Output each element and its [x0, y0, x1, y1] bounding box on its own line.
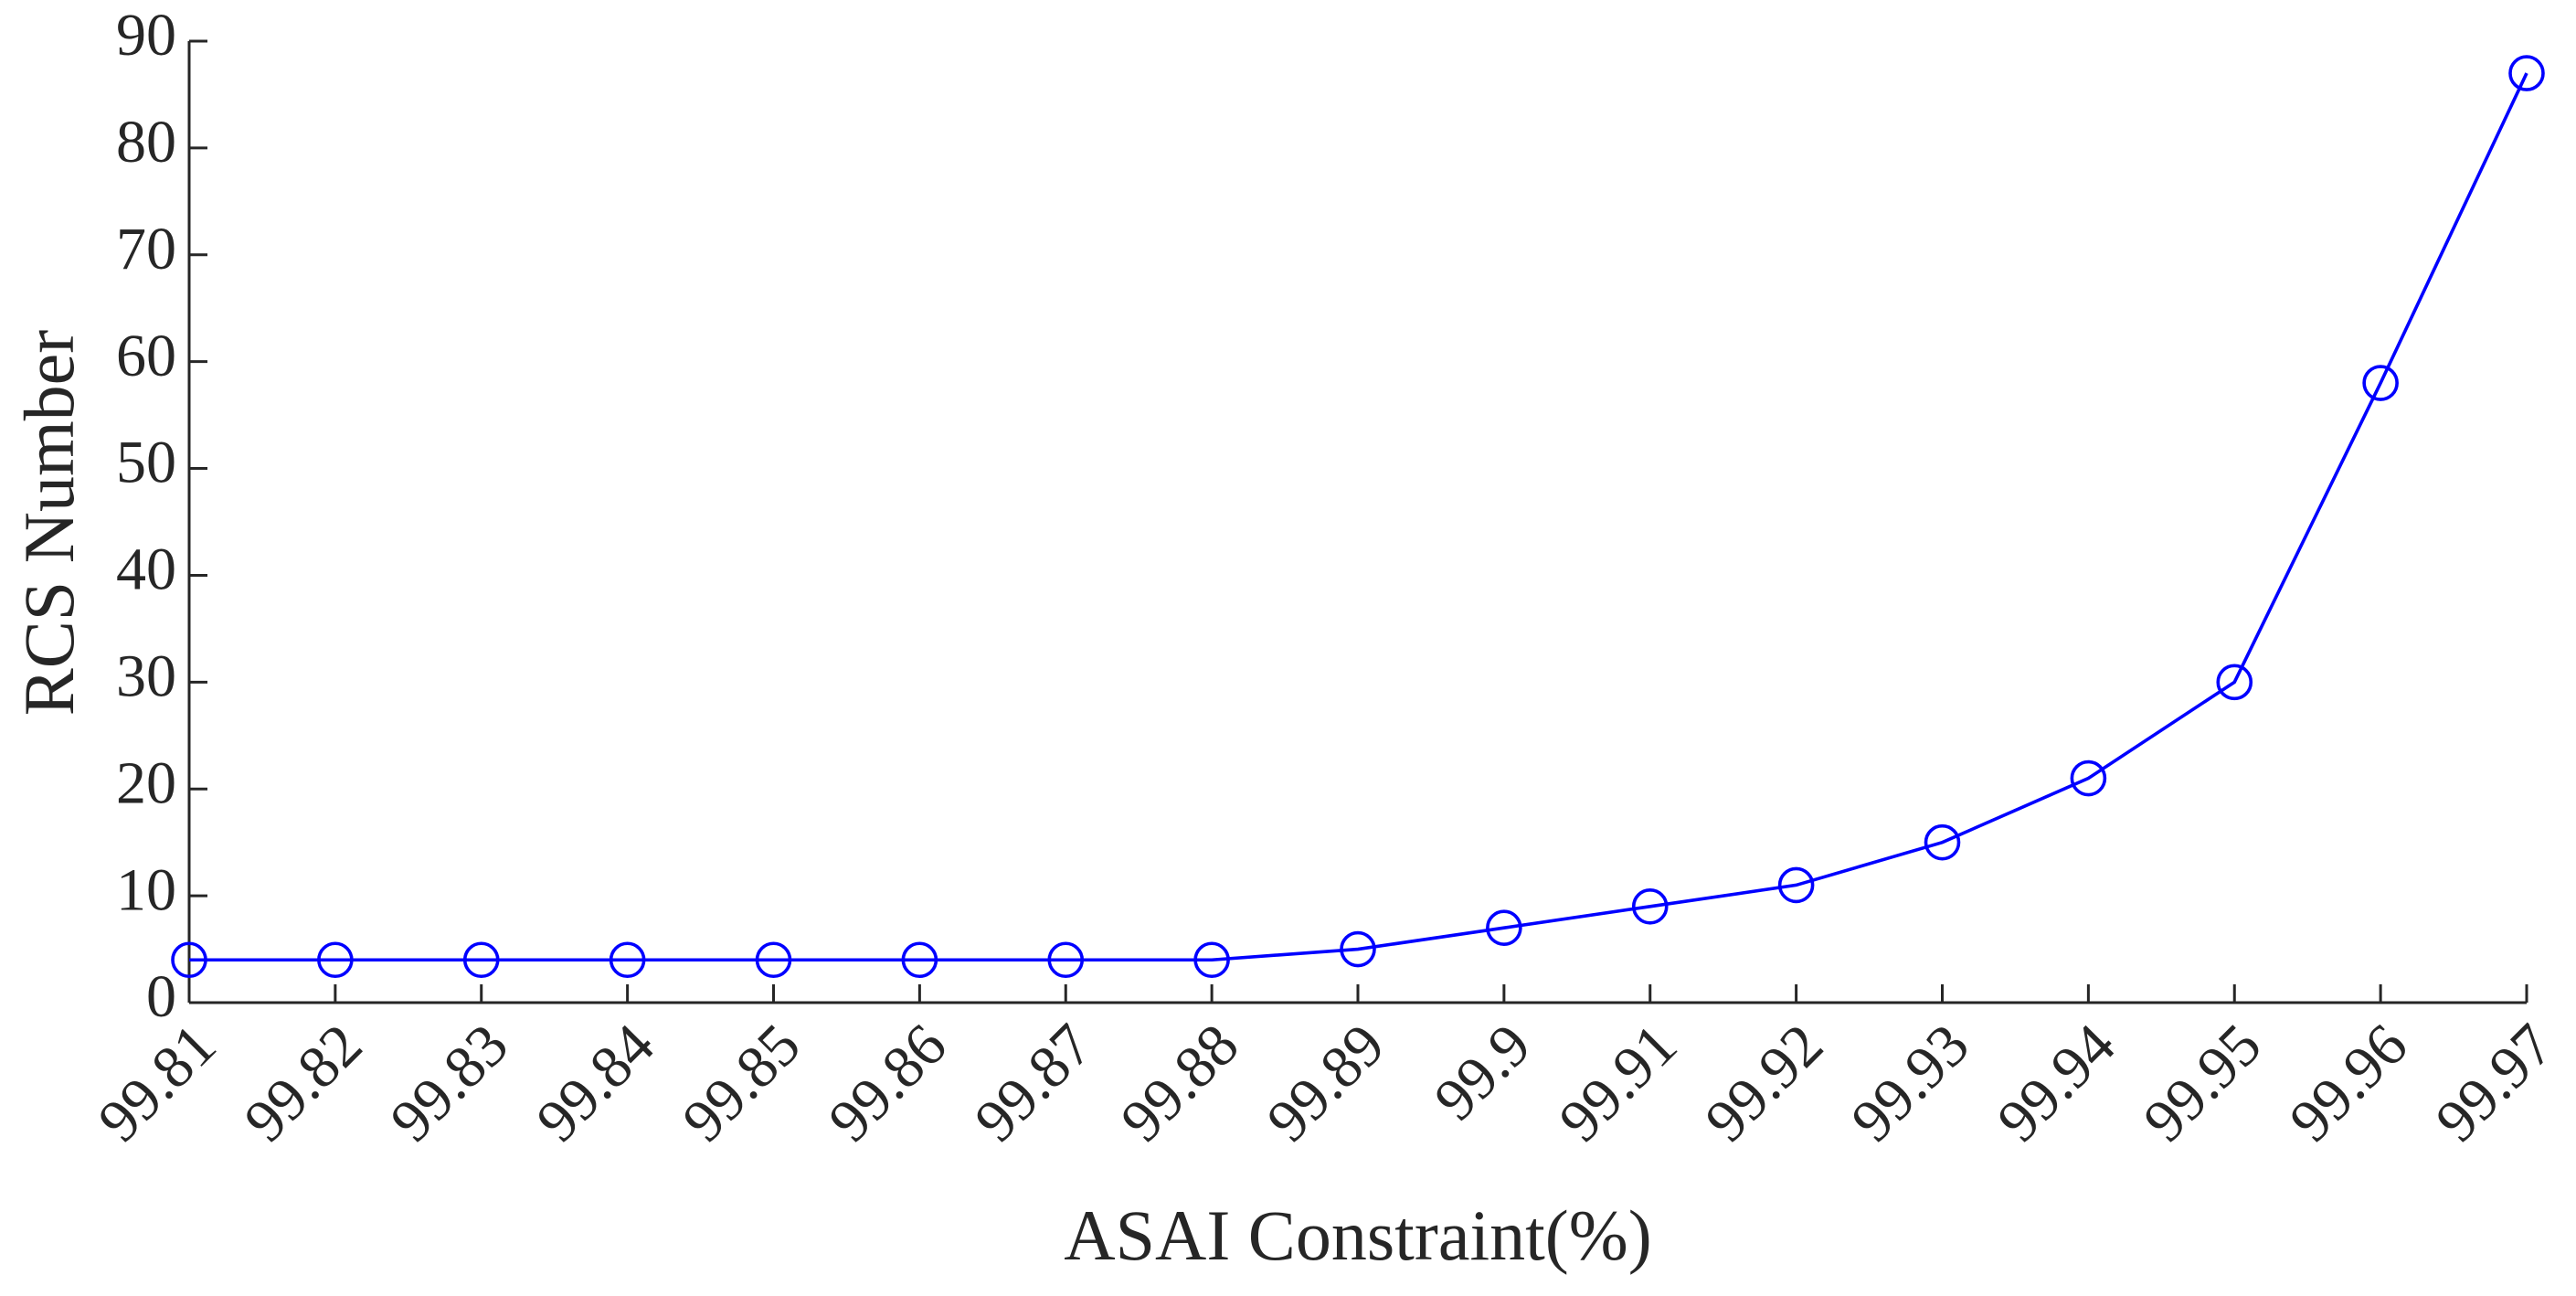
- data-point: [1631, 887, 1669, 925]
- x-tick-label: 99.88: [1108, 1012, 1252, 1155]
- data-point: [1047, 941, 1085, 979]
- data-point: [2508, 55, 2545, 91]
- data-point: [901, 941, 938, 979]
- data-point: [1340, 930, 1376, 968]
- x-tick-label: 99.89: [1255, 1012, 1398, 1155]
- y-tick-label: 70: [116, 216, 176, 282]
- x-tick-label: 99.9: [1422, 1012, 1543, 1133]
- data-point: [2216, 664, 2253, 701]
- x-tick-label: 99.83: [377, 1012, 521, 1155]
- data-point: [755, 941, 792, 979]
- y-tick-label: 50: [116, 430, 176, 496]
- x-tick-label: 99.94: [1985, 1012, 2128, 1155]
- y-tick-label: 30: [116, 643, 176, 709]
- data-line: [189, 72, 2528, 962]
- x-tick-label: 99.97: [2423, 1012, 2567, 1155]
- x-tick-label: 99.95: [2131, 1012, 2274, 1155]
- x-tick-label: 99.93: [1839, 1012, 1982, 1155]
- y-tick-label: 60: [116, 323, 176, 389]
- x-tick-label: 99.85: [670, 1012, 813, 1155]
- y-tick-label: 90: [116, 2, 176, 69]
- y-tick-label: 80: [116, 109, 176, 175]
- data-point: [1486, 909, 1522, 946]
- x-tick-label: 99.86: [816, 1012, 959, 1155]
- data-point: [1924, 823, 1961, 861]
- data-point: [171, 941, 207, 979]
- x-tick-label: 99.92: [1692, 1012, 1836, 1155]
- data-point: [462, 941, 500, 979]
- x-tick-label: 99.96: [2277, 1012, 2421, 1155]
- x-tick-label: 99.87: [962, 1012, 1106, 1155]
- y-tick-label: 20: [116, 749, 176, 816]
- y-tick-label: 40: [116, 536, 176, 603]
- x-tick-label: 99.84: [524, 1012, 667, 1155]
- data-point: [1193, 941, 1230, 979]
- data-point: [317, 941, 354, 979]
- y-tick-label: 10: [116, 856, 176, 923]
- x-axis-label: ASAI Constraint(%): [1064, 1195, 1651, 1275]
- y-tick-label: 0: [146, 963, 176, 1030]
- y-axis-label: RCS Number: [9, 330, 89, 717]
- x-tick-label: 99.81: [86, 1012, 229, 1155]
- data-point: [2362, 365, 2399, 401]
- x-tick-label: 99.82: [232, 1012, 376, 1155]
- data-point: [1777, 866, 1815, 904]
- data-point: [609, 941, 646, 979]
- data-point: [2070, 760, 2107, 797]
- x-tick-label: 99.91: [1546, 1012, 1690, 1155]
